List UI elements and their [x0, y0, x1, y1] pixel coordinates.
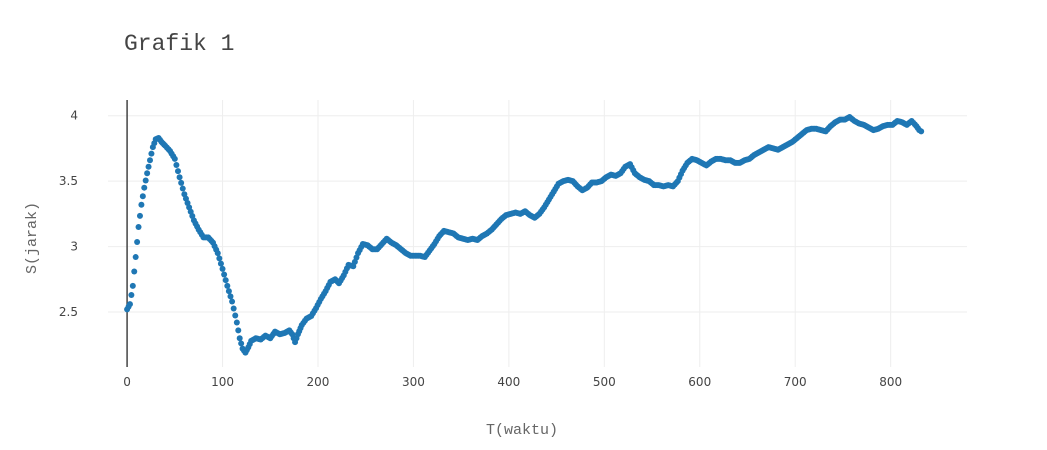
- data-point: [129, 282, 136, 289]
- data-point: [238, 340, 245, 347]
- data-point: [141, 184, 148, 191]
- data-point: [142, 177, 149, 184]
- x-tick-label: 600: [688, 375, 711, 389]
- data-point: [134, 239, 141, 246]
- x-tick-label: 200: [307, 375, 330, 389]
- data-point: [227, 293, 234, 300]
- data-point: [235, 327, 242, 334]
- data-point: [918, 128, 925, 135]
- data-point: [148, 150, 155, 157]
- x-tick-label: 700: [784, 375, 807, 389]
- data-point: [173, 162, 180, 168]
- data-point: [147, 157, 153, 164]
- data-point: [222, 277, 229, 284]
- data-point: [126, 301, 133, 308]
- x-tick-label: 500: [593, 375, 616, 389]
- data-point: [224, 282, 231, 289]
- data-point: [144, 170, 151, 177]
- tick-labels: 0 100 200 300 400 500 600 700 800 2.5 3 3.5 4: [59, 109, 902, 389]
- data-point: [138, 201, 145, 208]
- data-point: [136, 212, 143, 219]
- data-point: [229, 298, 236, 305]
- x-tick-label: 400: [497, 375, 520, 389]
- y-tick-label: 3.5: [59, 174, 78, 188]
- data-point: [171, 155, 178, 162]
- data-point: [219, 265, 226, 272]
- data-point: [233, 319, 240, 326]
- data-point: [176, 174, 183, 181]
- x-tick-label: 0: [123, 375, 131, 389]
- x-tick-label: 100: [211, 375, 234, 389]
- data-point: [178, 179, 185, 186]
- x-tick-label: 300: [402, 375, 425, 389]
- chart-title: Grafik 1: [124, 31, 234, 57]
- data-point: [131, 268, 138, 275]
- data-point: [135, 223, 142, 230]
- y-tick-label: 3: [70, 240, 78, 254]
- data-point: [128, 292, 135, 299]
- data-point: [132, 254, 139, 261]
- data-point: [225, 288, 232, 295]
- y-axis-title: S(jarak): [24, 202, 41, 274]
- data-point: [145, 163, 152, 170]
- data-point: [139, 193, 146, 200]
- y-tick-label: 2.5: [59, 305, 78, 319]
- data-point: [236, 335, 243, 342]
- data-point: [217, 260, 224, 267]
- x-tick-label: 800: [879, 375, 902, 389]
- data-point: [179, 185, 186, 192]
- data-points: [124, 114, 925, 356]
- data-point: [214, 250, 221, 257]
- grid-layer: [108, 100, 967, 367]
- data-point: [174, 168, 181, 175]
- data-point: [221, 271, 228, 278]
- x-axis-title: T(waktu): [486, 422, 558, 439]
- data-point: [230, 305, 237, 312]
- data-point: [216, 255, 223, 262]
- data-point: [232, 312, 239, 319]
- y-tick-label: 4: [70, 109, 78, 123]
